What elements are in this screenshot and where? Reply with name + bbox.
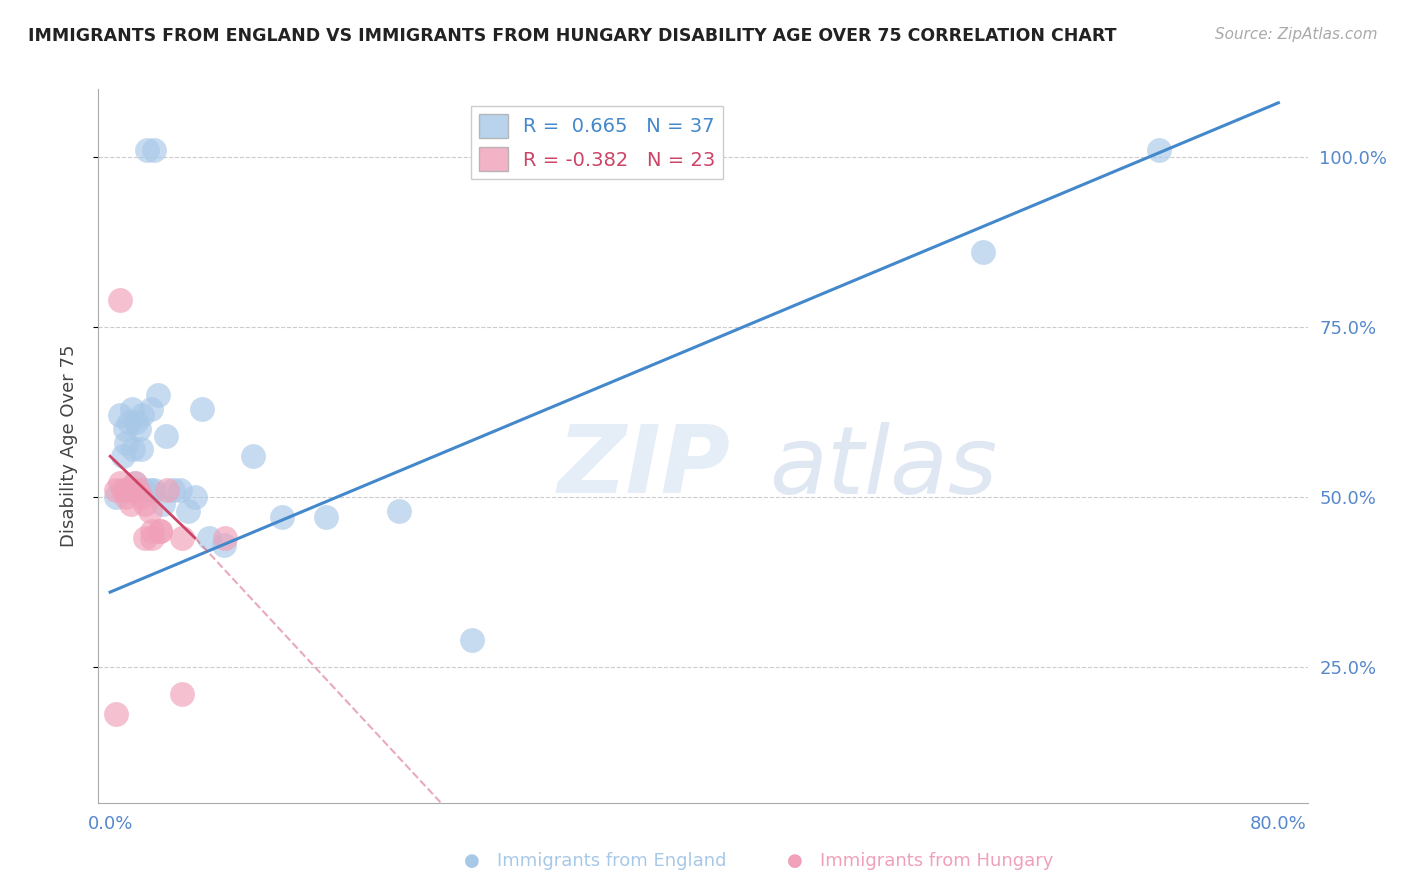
Point <box>149 524 172 538</box>
Point <box>124 476 146 491</box>
Point <box>121 401 143 416</box>
Legend: R =  0.665   N = 37, R = -0.382   N = 23: R = 0.665 N = 37, R = -0.382 N = 23 <box>471 106 724 178</box>
Point <box>148 388 170 402</box>
Point <box>176 503 198 517</box>
Point <box>315 510 337 524</box>
Point <box>112 483 135 498</box>
Point <box>132 483 155 498</box>
Text: ●   Immigrants from Hungary: ● Immigrants from Hungary <box>787 852 1053 870</box>
Point <box>118 415 141 429</box>
Point <box>156 483 179 498</box>
Point <box>129 490 152 504</box>
Point <box>138 503 160 517</box>
Point <box>131 409 153 423</box>
Text: Source: ZipAtlas.com: Source: ZipAtlas.com <box>1215 27 1378 42</box>
Y-axis label: Disability Age Over 75: Disability Age Over 75 <box>59 344 77 548</box>
Point <box>120 497 142 511</box>
Point <box>122 442 145 457</box>
Point <box>115 490 138 504</box>
Point <box>110 476 132 491</box>
Point <box>122 483 145 498</box>
Point <box>110 409 132 423</box>
Point <box>214 531 236 545</box>
Text: ●   Immigrants from England: ● Immigrants from England <box>464 852 727 870</box>
Point <box>127 483 149 498</box>
Point <box>134 531 156 545</box>
Point <box>139 401 162 416</box>
Point <box>110 293 132 307</box>
Point <box>972 245 994 260</box>
Point <box>271 510 294 524</box>
Point <box>170 687 193 701</box>
Point <box>124 476 146 491</box>
Point <box>149 524 172 538</box>
Text: IMMIGRANTS FROM ENGLAND VS IMMIGRANTS FROM HUNGARY DISABILITY AGE OVER 75 CORREL: IMMIGRANTS FROM ENGLAND VS IMMIGRANTS FR… <box>28 27 1116 45</box>
Point <box>141 531 163 545</box>
Point <box>388 503 411 517</box>
Point <box>104 483 127 498</box>
Point <box>128 422 150 436</box>
Point <box>104 490 127 504</box>
Text: ZIP: ZIP <box>558 421 731 514</box>
Point <box>170 531 193 545</box>
Point <box>212 537 235 551</box>
Point <box>134 497 156 511</box>
Point <box>142 144 165 158</box>
Point <box>191 401 214 416</box>
Point <box>152 497 174 511</box>
Point <box>169 483 191 498</box>
Point <box>129 442 152 457</box>
Point <box>115 483 138 498</box>
Point <box>125 415 148 429</box>
Point <box>115 483 138 498</box>
Point <box>162 483 184 498</box>
Text: atlas: atlas <box>769 422 998 513</box>
Point <box>141 524 163 538</box>
Point <box>104 707 127 722</box>
Point <box>114 422 136 436</box>
Point <box>138 483 160 498</box>
Point <box>461 632 484 647</box>
Point <box>1147 144 1170 158</box>
Point <box>142 483 165 498</box>
Point <box>115 435 138 450</box>
Point <box>155 429 177 443</box>
Point <box>242 449 264 463</box>
Point <box>198 531 221 545</box>
Point <box>112 449 135 463</box>
Point <box>184 490 207 504</box>
Point <box>135 144 157 158</box>
